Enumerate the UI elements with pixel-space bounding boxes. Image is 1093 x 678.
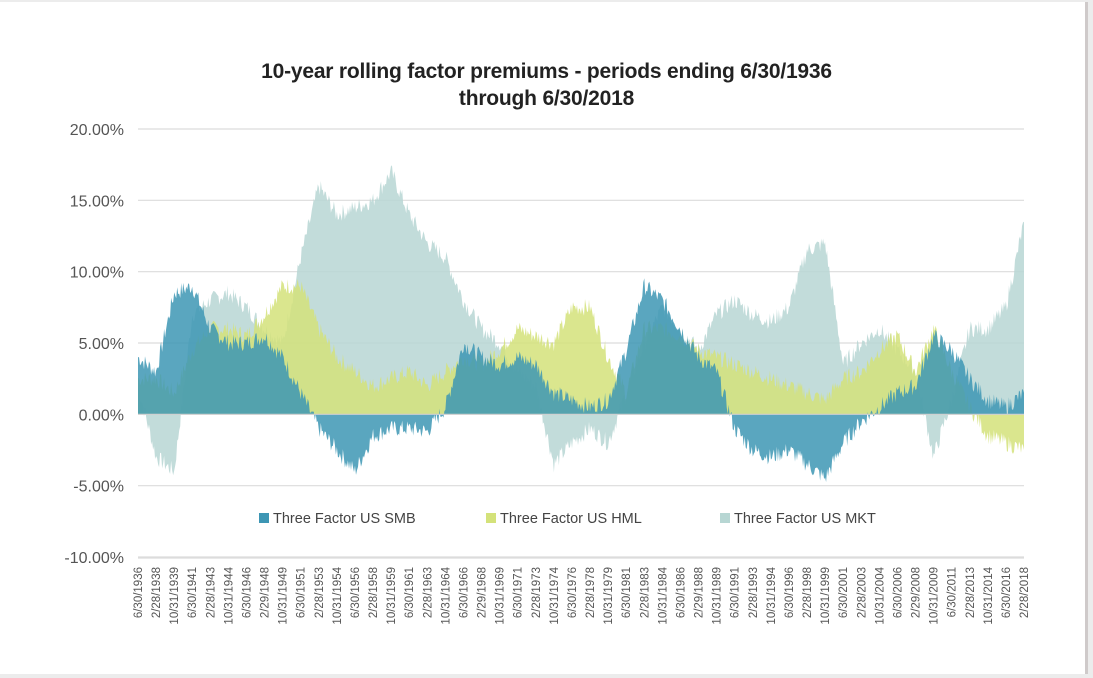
- x-tick-label: 10/31/1964: [440, 566, 452, 624]
- area-smb: [138, 278, 1024, 482]
- x-tick-label: 6/30/2006: [892, 567, 904, 618]
- x-tick-label: 2/28/1998: [802, 567, 814, 618]
- x-tick-label: 2/28/1983: [639, 567, 651, 618]
- x-tick-label: 2/28/2003: [856, 567, 868, 618]
- x-tick-label: 10/31/1959: [386, 567, 398, 625]
- x-tick-label: 10/31/1949: [278, 567, 290, 625]
- x-tick-label: 10/31/1994: [766, 566, 778, 624]
- x-tick-label: 2/28/2013: [965, 567, 977, 618]
- x-tick-label: 2/28/1938: [151, 567, 163, 618]
- x-tick-label: 6/30/1951: [296, 567, 308, 618]
- x-tick-label: 2/28/1958: [368, 567, 380, 618]
- legend-label-mkt: Three Factor US MKT: [734, 511, 876, 527]
- x-tick-label: 10/31/1979: [603, 567, 615, 625]
- x-tick-label: 2/29/1988: [694, 567, 706, 618]
- x-tick-label: 10/31/1984: [657, 566, 669, 624]
- x-tick-label: 2/28/1978: [585, 567, 597, 618]
- x-tick-label: 6/30/1946: [241, 567, 253, 618]
- x-tick-label: 2/28/1953: [314, 567, 326, 618]
- y-tick-label: -10.00%: [64, 550, 124, 567]
- x-tick-label: 6/30/1936: [133, 567, 145, 618]
- x-tick-label: 6/30/1976: [567, 567, 579, 618]
- x-tick-label: 10/31/1999: [820, 567, 832, 625]
- x-tick-label: 6/30/1956: [350, 567, 362, 618]
- x-axis: 6/30/1936 2/28/1938 10/31/1939 6/30/1941 2/2…: [133, 557, 1031, 625]
- y-tick-label: 15.00%: [70, 193, 124, 210]
- x-tick-label: 10/31/2004: [874, 566, 886, 624]
- x-tick-label: 10/31/1974: [549, 566, 561, 624]
- x-tick-label: 10/31/2009: [929, 567, 941, 625]
- x-tick-label: 10/31/1939: [169, 567, 181, 625]
- x-tick-label: 2/29/1948: [260, 567, 272, 618]
- x-tick-label: 6/30/1966: [458, 567, 470, 618]
- x-tick-label: 2/29/1968: [477, 567, 489, 618]
- x-tick-label: 10/31/1989: [712, 567, 724, 625]
- chart-title-line-2: through 6/30/2018: [458, 87, 635, 110]
- area-hml: [138, 279, 1024, 454]
- x-tick-label: 2/29/2008: [911, 567, 923, 618]
- legend: Three Factor US SMB Three Factor US HML Th…: [259, 511, 876, 527]
- series-areas: [138, 165, 1024, 482]
- x-tick-label: 2/28/1973: [531, 567, 543, 618]
- x-tick-label: 6/30/1941: [187, 567, 199, 618]
- x-tick-label: 2/28/1963: [422, 567, 434, 618]
- y-tick-label: 5.00%: [79, 336, 124, 353]
- x-tick-label: 6/30/1991: [730, 567, 742, 618]
- x-tick-label: 6/30/1996: [784, 567, 796, 618]
- x-tick-label: 10/31/1944: [223, 566, 235, 624]
- x-tick-label: 2/28/2018: [1019, 567, 1031, 618]
- legend-swatch-mkt: [720, 513, 730, 523]
- x-tick-label: 10/31/1954: [332, 566, 344, 624]
- y-tick-label: 10.00%: [70, 265, 124, 282]
- x-tick-label: 2/28/1943: [205, 567, 217, 618]
- chart-title: 10-year rolling factor premiums - period…: [0, 58, 1093, 112]
- x-tick-label: 6/30/2016: [1001, 567, 1013, 618]
- y-tick-label: -5.00%: [73, 479, 124, 496]
- y-tick-label: 20.00%: [70, 122, 124, 139]
- x-tick-label: 2/28/1993: [748, 567, 760, 618]
- x-tick-label: 10/31/2014: [983, 566, 995, 624]
- y-axis: -10.00% -5.00% 0.00% 5.00% 10.00% 15.00% 20.00…: [64, 122, 124, 567]
- legend-label-smb: Three Factor US SMB: [273, 511, 416, 527]
- x-tick-label: 10/31/1969: [495, 567, 507, 625]
- legend-label-hml: Three Factor US HML: [500, 511, 642, 527]
- legend-swatch-smb: [259, 513, 269, 523]
- x-tick-label: 6/30/1971: [513, 567, 525, 618]
- x-tick-label: 6/30/1961: [404, 567, 416, 618]
- chart-title-line-1: 10-year rolling factor premiums - period…: [261, 60, 832, 83]
- legend-swatch-hml: [486, 513, 496, 523]
- y-tick-label: 0.00%: [79, 407, 124, 424]
- x-tick-label: 6/30/1981: [621, 567, 633, 618]
- x-tick-label: 6/30/1986: [675, 567, 687, 618]
- x-tick-label: 6/30/2011: [947, 567, 959, 617]
- x-tick-label: 6/30/2001: [838, 567, 850, 618]
